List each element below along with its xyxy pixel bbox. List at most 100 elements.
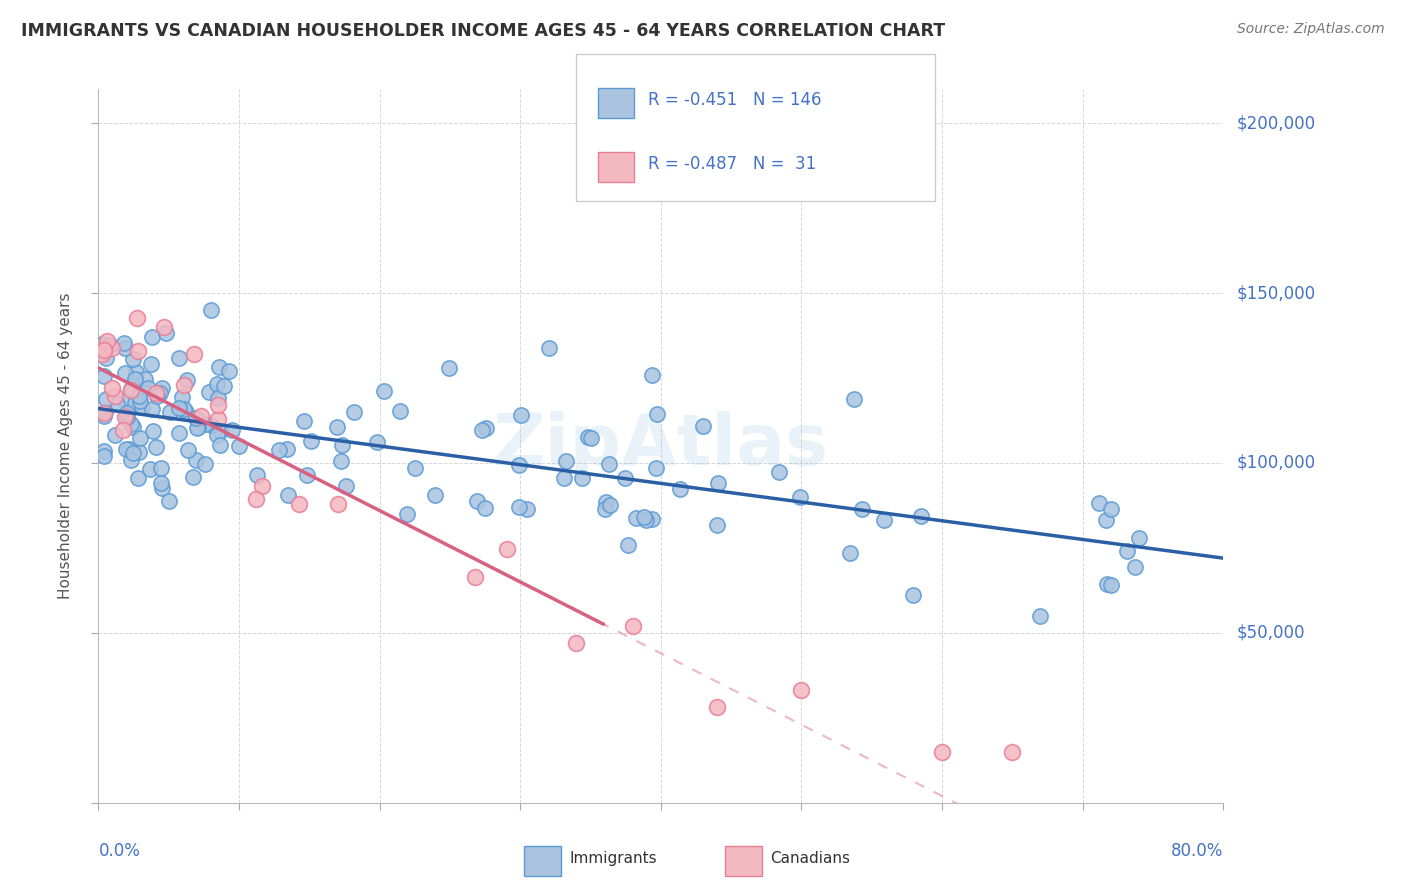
Point (838, 546, 860, 560)
Point (190, 409, 212, 424)
Point (172, 390, 194, 404)
Point (173, 401, 195, 416)
Point (183, 347, 205, 361)
Point (150, 381, 173, 395)
Point (141, 329, 163, 343)
Point (104, 427, 127, 442)
Point (1095, 576, 1118, 591)
Point (326, 497, 349, 511)
Point (218, 364, 240, 378)
Point (173, 378, 195, 392)
Point (1088, 496, 1111, 510)
Point (101, 381, 124, 395)
Text: Canadians: Canadians (770, 852, 851, 866)
Point (617, 537, 640, 551)
Point (134, 372, 156, 386)
Point (465, 493, 488, 508)
Point (120, 417, 142, 431)
Point (508, 458, 530, 472)
Point (644, 460, 666, 475)
Point (221, 423, 243, 437)
Text: $50,000: $50,000 (1237, 624, 1306, 642)
Point (207, 398, 229, 412)
Point (246, 468, 269, 483)
Point (706, 517, 728, 532)
Point (292, 414, 315, 428)
Text: ZipAtlas: ZipAtlas (494, 411, 828, 481)
Text: R = -0.487   N =  31: R = -0.487 N = 31 (648, 155, 817, 173)
Point (187, 420, 209, 434)
Point (200, 417, 222, 432)
Point (768, 465, 790, 479)
Point (128, 445, 150, 459)
Point (124, 365, 146, 379)
Point (136, 381, 159, 395)
Point (595, 501, 617, 516)
Text: Source: ZipAtlas.com: Source: ZipAtlas.com (1237, 22, 1385, 37)
Point (250, 479, 273, 493)
Point (117, 442, 139, 457)
Point (437, 360, 460, 375)
Point (94, 392, 117, 407)
Point (157, 493, 180, 508)
Point (124, 396, 146, 410)
Point (1001, 745, 1024, 759)
Point (910, 509, 932, 524)
Point (96, 334, 118, 349)
Point (614, 470, 637, 484)
Point (366, 434, 388, 449)
Point (508, 500, 530, 515)
Point (209, 437, 232, 451)
Point (159, 405, 181, 419)
Point (194, 457, 217, 471)
Point (599, 498, 621, 512)
Point (93, 343, 115, 357)
Point (495, 542, 517, 557)
Point (128, 394, 150, 409)
Point (93, 369, 115, 384)
Point (90, 346, 112, 360)
Point (851, 501, 873, 516)
Point (131, 400, 153, 414)
Point (707, 476, 730, 491)
Point (127, 344, 149, 359)
Point (141, 357, 163, 371)
Text: 80.0%: 80.0% (1171, 842, 1223, 860)
Point (122, 351, 145, 366)
Point (373, 384, 395, 399)
Point (330, 437, 353, 451)
Point (269, 443, 291, 458)
Point (537, 341, 560, 355)
Point (1115, 544, 1137, 558)
Text: R = -0.451   N = 146: R = -0.451 N = 146 (648, 91, 821, 109)
Point (114, 410, 136, 425)
Text: 0.0%: 0.0% (98, 842, 141, 860)
Point (873, 513, 896, 527)
Point (145, 389, 167, 403)
Point (149, 461, 172, 475)
Point (181, 469, 204, 483)
Point (396, 507, 419, 521)
Point (228, 439, 250, 453)
Point (207, 376, 229, 391)
Point (122, 446, 145, 460)
Point (105, 397, 128, 411)
Point (94, 351, 117, 365)
Point (425, 488, 447, 502)
Point (1095, 513, 1118, 527)
Point (842, 392, 865, 406)
Point (571, 471, 593, 485)
Point (789, 490, 811, 504)
Point (1099, 502, 1122, 516)
Point (633, 510, 655, 524)
Point (621, 619, 644, 633)
Text: $150,000: $150,000 (1237, 284, 1316, 302)
Point (145, 440, 167, 454)
Point (516, 501, 538, 516)
Point (790, 682, 813, 697)
Point (149, 475, 172, 490)
Point (1099, 578, 1122, 592)
Point (207, 412, 229, 426)
Point (120, 453, 142, 467)
Point (114, 341, 136, 355)
